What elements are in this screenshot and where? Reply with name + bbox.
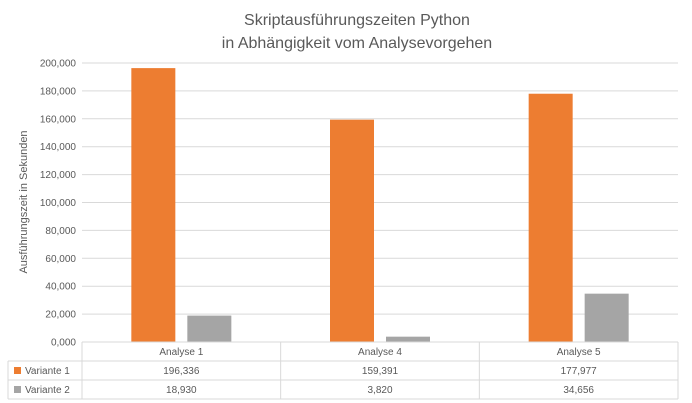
bar-1-1 <box>131 68 176 343</box>
data-table: Analyse 1 Analyse 4 Analyse 5 Variante 1 196… <box>7 341 679 400</box>
y-tick-label: 20,000 <box>45 310 76 321</box>
bar-2-3 <box>584 293 629 342</box>
table-value: 177,977 <box>561 366 598 377</box>
legend-key <box>14 386 21 393</box>
chart-title-line-2: in Abhängigkeit vom Analysevorgehen <box>222 35 492 52</box>
y-tick-label: 160,000 <box>40 114 77 125</box>
bar-1-3 <box>528 93 573 343</box>
bar-1-2 <box>330 119 374 342</box>
table-value: 196,336 <box>163 366 200 377</box>
legend-key <box>14 367 21 374</box>
y-tick-label: 120,000 <box>40 170 77 181</box>
chart-title-line-1: Skriptausführungszeiten Python <box>244 12 470 29</box>
series-name: Variante 2 <box>25 385 70 396</box>
bar-2-1 <box>187 315 232 342</box>
y-axis-title: Ausführungszeit in Sekunden <box>18 130 30 273</box>
series-name: Variante 1 <box>25 366 70 377</box>
bars <box>131 68 629 343</box>
category-label: Analyse 5 <box>557 347 601 358</box>
category-label: Analyse 1 <box>159 347 203 358</box>
bar-2-2 <box>386 336 430 342</box>
table-value: 34,656 <box>563 385 594 396</box>
y-tick-label: 100,000 <box>40 198 77 209</box>
table-value: 18,930 <box>166 385 197 396</box>
y-tick-label: 200,000 <box>40 59 77 70</box>
y-tick-label: 0,000 <box>51 338 76 349</box>
y-tick-label: 40,000 <box>45 282 76 293</box>
table-value: 3,820 <box>367 385 392 396</box>
y-tick-label: 60,000 <box>45 254 76 265</box>
y-tick-label: 140,000 <box>40 142 77 153</box>
category-label: Analyse 4 <box>358 347 402 358</box>
y-tick-label: 80,000 <box>45 226 76 237</box>
gridlines <box>82 62 678 315</box>
table-value: 159,391 <box>362 366 399 377</box>
y-tick-label: 180,000 <box>40 86 77 97</box>
y-axis-tick-labels: 0,000 20,000 40,000 60,000 80,000 100,000 120,… <box>40 59 77 349</box>
